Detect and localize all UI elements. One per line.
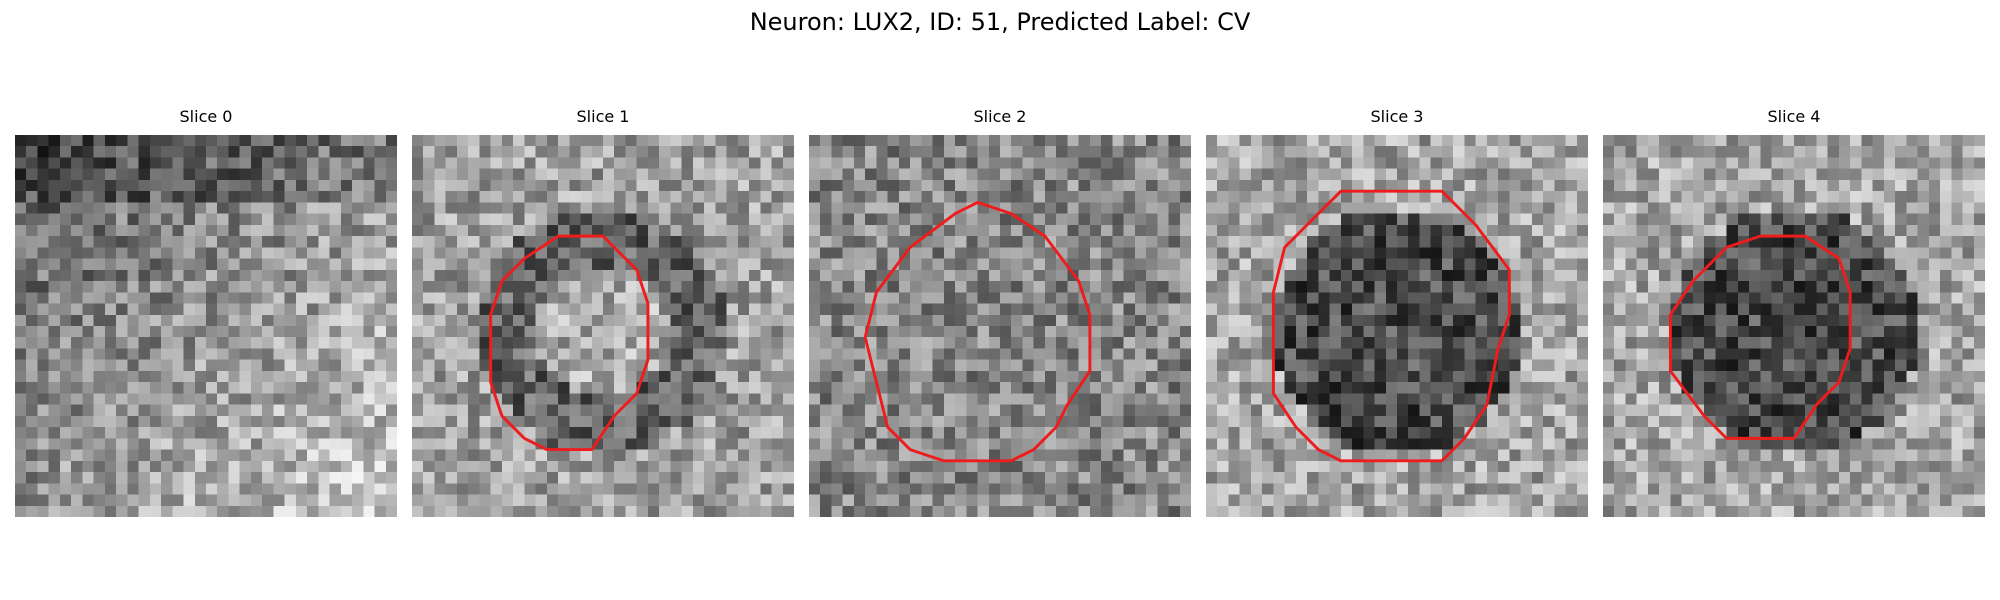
panel-title: Slice 3 (1370, 107, 1424, 126)
cell-contour (863, 200, 1092, 463)
figure-title: Neuron: LUX2, ID: 51, Predicted Label: C… (749, 8, 1251, 36)
panel-title: Slice 2 (973, 107, 1027, 126)
slice-image (15, 135, 397, 517)
panel-slice-0: Slice 0 (15, 107, 397, 517)
panel-title: Slice 4 (1767, 107, 1821, 126)
slice-image (412, 135, 794, 517)
cell-contour (489, 234, 650, 452)
cell-contour (1271, 189, 1511, 463)
panel-slice-1: Slice 1 (412, 107, 794, 517)
panel-slice-4: Slice 4 (1603, 107, 1985, 517)
slice-image (1206, 135, 1588, 517)
panel-title: Slice 0 (179, 107, 233, 126)
slice-image (1603, 135, 1985, 517)
slice-image (809, 135, 1191, 517)
panel-title: Slice 1 (576, 107, 630, 126)
panel-slice-3: Slice 3 (1206, 107, 1588, 517)
cell-contour (1668, 234, 1852, 440)
panel-slice-2: Slice 2 (809, 107, 1191, 517)
